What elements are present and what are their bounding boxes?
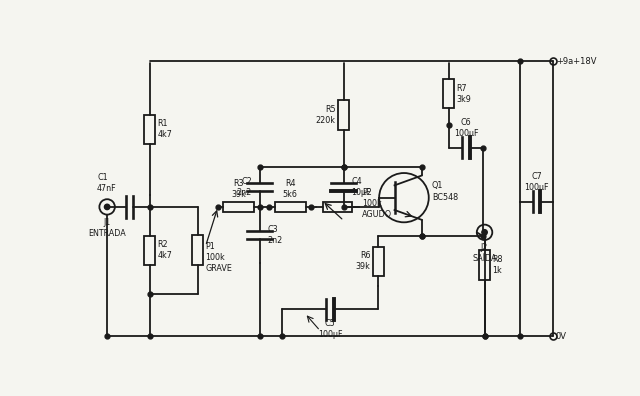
Text: +9a+18V: +9a+18V xyxy=(556,57,596,66)
Text: C5
100µF: C5 100µF xyxy=(317,318,342,339)
Text: C7
100µF: C7 100µF xyxy=(524,172,548,192)
Text: 0V: 0V xyxy=(556,332,567,341)
Text: R3
39k: R3 39k xyxy=(232,179,246,199)
Text: R4
5k6: R4 5k6 xyxy=(283,179,298,199)
Text: P1
100k
GRAVE: P1 100k GRAVE xyxy=(205,242,232,273)
Bar xyxy=(479,250,490,280)
Text: C2
2n2: C2 2n2 xyxy=(237,177,252,197)
Text: C3
2n2: C3 2n2 xyxy=(268,225,283,245)
Bar xyxy=(444,79,454,109)
Text: P2
100k
AGUDO: P2 100k AGUDO xyxy=(362,188,392,219)
Text: C6
100µF: C6 100µF xyxy=(454,118,478,138)
Bar xyxy=(338,100,349,129)
Text: R1
4k7: R1 4k7 xyxy=(157,119,172,139)
Bar xyxy=(145,236,155,265)
Text: C1
47nF: C1 47nF xyxy=(97,173,116,193)
Text: R5
220k: R5 220k xyxy=(316,105,336,125)
Bar xyxy=(275,202,305,212)
Circle shape xyxy=(482,230,487,235)
Text: J1
ENTRADA: J1 ENTRADA xyxy=(88,218,126,238)
Text: Q1
BC548: Q1 BC548 xyxy=(432,181,458,202)
Bar xyxy=(223,202,254,212)
Text: R8
1k: R8 1k xyxy=(492,255,503,275)
Bar xyxy=(373,247,384,276)
Text: R2
4k7: R2 4k7 xyxy=(157,240,172,261)
Text: J2
SAÍDA: J2 SAÍDA xyxy=(472,243,497,263)
Text: R6
39k: R6 39k xyxy=(356,251,371,271)
Circle shape xyxy=(104,204,110,209)
Bar xyxy=(193,234,204,265)
Text: R7
3k9: R7 3k9 xyxy=(457,84,472,104)
Bar xyxy=(323,202,353,212)
Text: C4
10µF: C4 10µF xyxy=(351,177,371,197)
Bar xyxy=(145,114,155,144)
